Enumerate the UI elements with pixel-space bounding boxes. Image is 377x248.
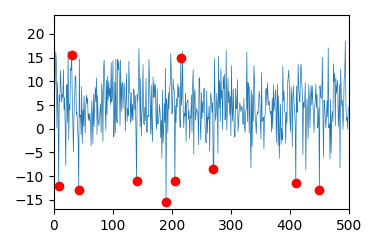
Point	[76, 188, 82, 192]
Point	[133, 179, 139, 183]
Point	[69, 53, 75, 57]
Point	[178, 56, 184, 60]
Point	[172, 179, 178, 183]
Point	[163, 200, 169, 204]
Point	[56, 184, 62, 187]
Point	[293, 181, 299, 185]
Point	[210, 167, 216, 171]
Point	[316, 188, 322, 192]
